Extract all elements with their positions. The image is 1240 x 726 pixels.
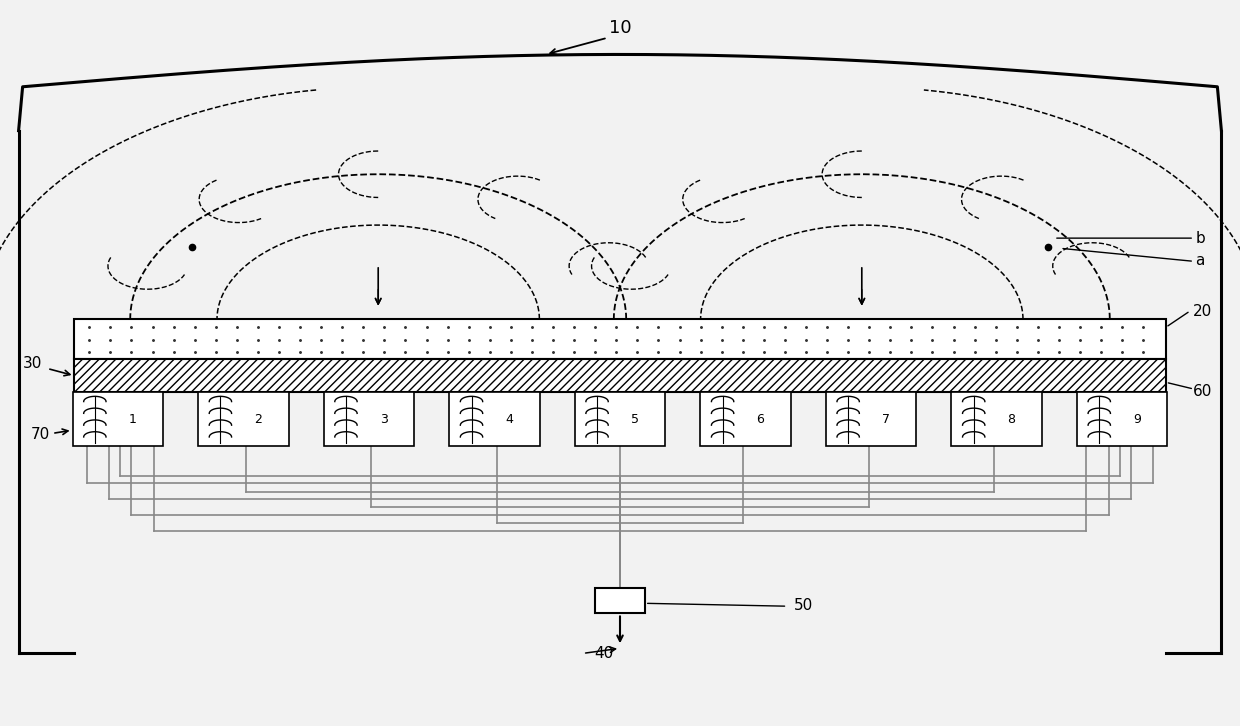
Text: 10: 10 [609,19,631,37]
Bar [74,319,1166,359]
Text: 6: 6 [756,413,764,425]
Text: b: b [1195,231,1205,246]
Text: 4: 4 [506,413,513,425]
Text: 2: 2 [254,413,262,425]
Text: 5: 5 [631,413,639,425]
Bar [1076,392,1168,446]
Bar [595,588,645,613]
Text: 9: 9 [1133,413,1141,425]
Text: 1: 1 [129,413,136,425]
Bar [701,392,791,446]
Text: 60: 60 [1193,383,1213,399]
Text: 7: 7 [882,413,890,425]
Bar [449,392,539,446]
Bar [74,359,1166,392]
Text: 30: 30 [22,356,42,372]
Text: 20: 20 [1193,303,1213,319]
Bar [826,392,916,446]
Text: 70: 70 [31,427,51,442]
Bar [951,392,1042,446]
Text: 3: 3 [379,413,388,425]
Text: a: a [1195,253,1205,268]
Bar [324,392,414,446]
Text: 50: 50 [794,597,813,613]
Text: 40: 40 [594,646,614,661]
Bar [198,392,289,446]
Bar [72,392,164,446]
Bar [575,392,665,446]
Text: 8: 8 [1008,413,1016,425]
